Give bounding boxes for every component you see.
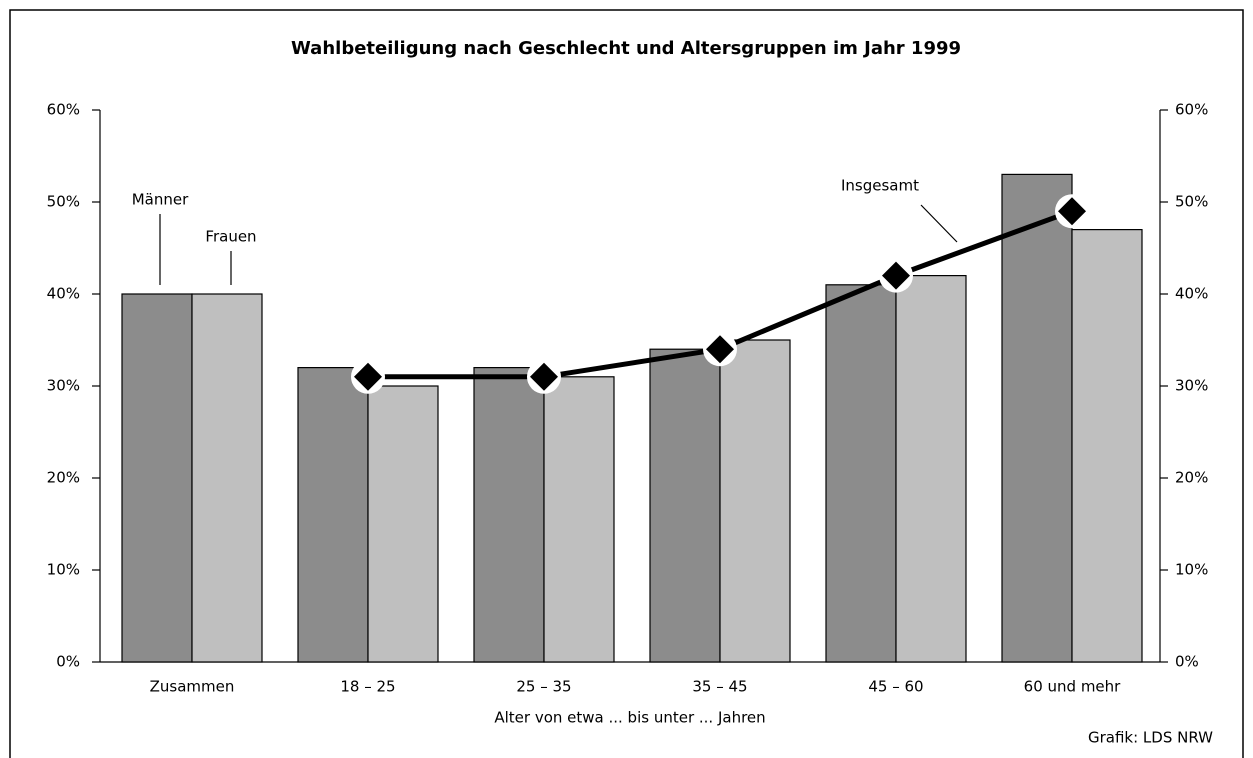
bar (1001, 173, 1073, 663)
y2-tick-label: 30% (1175, 377, 1208, 395)
legend-label: Insgesamt (841, 177, 919, 195)
x-tick-label: 60 und mehr (1024, 678, 1122, 696)
legend-label: Frauen (205, 228, 256, 246)
x-tick-label: 35 – 45 (692, 678, 747, 696)
y-tick-label: 20% (47, 469, 80, 487)
bar (895, 275, 967, 663)
x-tick-label: 25 – 35 (516, 678, 571, 696)
y2-tick-label: 10% (1175, 561, 1208, 579)
x-tick-label: Zusammen (150, 678, 235, 696)
marker (530, 362, 558, 391)
y-tick-label: 30% (47, 377, 80, 395)
y2-tick-label: 50% (1175, 193, 1208, 211)
x-tick-label: 45 – 60 (868, 678, 923, 696)
bar (473, 367, 545, 663)
bar (649, 348, 721, 663)
marker (1058, 197, 1086, 226)
y2-tick-label: 20% (1175, 469, 1208, 487)
leader-line (920, 204, 958, 243)
marker (882, 261, 910, 290)
bar (121, 293, 193, 663)
bar (297, 367, 369, 663)
bar (825, 284, 897, 663)
frame (9, 9, 1244, 758)
marker (354, 362, 382, 391)
marker (706, 335, 734, 364)
y-tick-label: 50% (47, 193, 80, 211)
y2-tick-label: 60% (1175, 101, 1208, 119)
bar (367, 385, 439, 663)
source: Grafik: LDS NRW (1088, 729, 1213, 747)
y-tick-label: 0% (56, 653, 80, 671)
y-tick-label: 60% (47, 101, 80, 119)
chart-title: Wahlbeteiligung nach Geschlecht und Alte… (291, 38, 961, 59)
y2-tick-label: 0% (1175, 653, 1199, 671)
bar (1071, 229, 1143, 663)
y-tick-label: 40% (47, 285, 80, 303)
y-tick-label: 10% (47, 561, 80, 579)
legend-label: Männer (132, 191, 189, 209)
x-axis-label: Alter von etwa ... bis unter ... Jahren (494, 709, 765, 727)
x-tick-label: 18 – 25 (340, 678, 395, 696)
bar (191, 293, 263, 663)
bar (719, 339, 791, 663)
bar (543, 376, 615, 663)
y2-tick-label: 40% (1175, 285, 1208, 303)
